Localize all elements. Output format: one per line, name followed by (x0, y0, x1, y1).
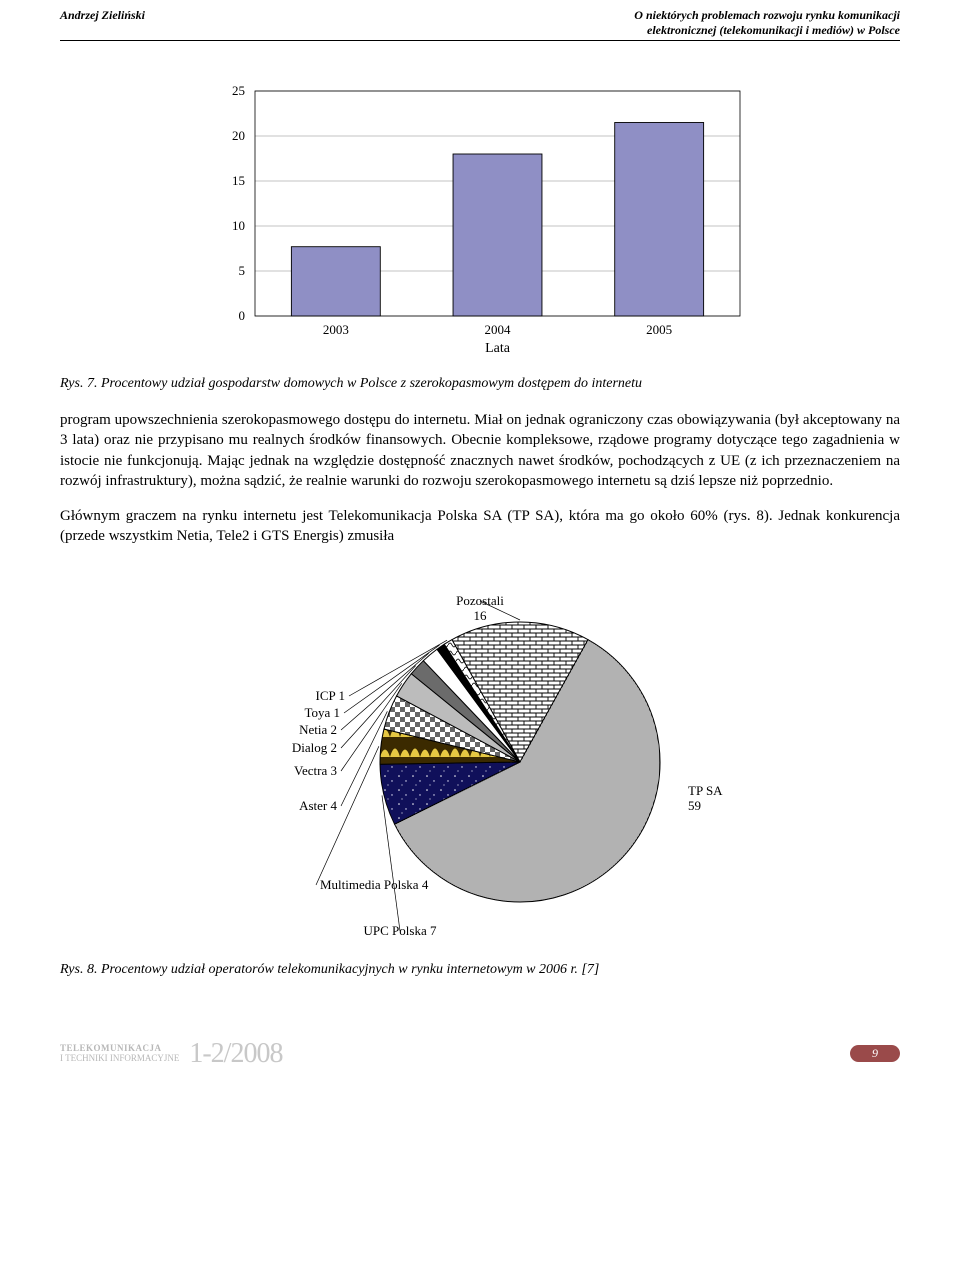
running-header: Andrzej Zieliński O niektórych problemac… (60, 0, 900, 41)
figure-7-label: Rys. 7. (60, 376, 97, 391)
figure-8-label: Rys. 8. (60, 962, 97, 977)
svg-text:Vectra 3: Vectra 3 (294, 763, 337, 778)
figure-7-caption: Rys. 7. Procentowy udział gospodarstw do… (60, 376, 900, 392)
svg-text:2004: 2004 (485, 322, 512, 337)
svg-text:16: 16 (474, 608, 488, 623)
header-title: O niektórych problemach rozwoju rynku ko… (634, 8, 900, 38)
svg-text:Netia 2: Netia 2 (299, 722, 337, 737)
svg-text:25: 25 (232, 83, 245, 98)
header-title-line1: O niektórych problemach rozwoju rynku ko… (634, 8, 900, 22)
svg-text:15: 15 (232, 173, 245, 188)
figure-7-text: Procentowy udział gospodarstw domowych w… (101, 376, 642, 391)
svg-text:TP SA: TP SA (688, 783, 723, 798)
figure-8-chart: Pozostali16 TP SA59 UPC Polska 7 Multimedia… (200, 577, 760, 952)
svg-text:Pozostali: Pozostali (456, 593, 504, 608)
svg-text:2003: 2003 (323, 322, 349, 337)
figure-8-text: Procentowy udział operatorów telekomunik… (101, 962, 599, 977)
svg-text:Dialog 2: Dialog 2 (292, 740, 337, 755)
body-paragraph-2: Głównym graczem na rynku internetu jest … (60, 506, 900, 547)
svg-text:UPC Polska 7: UPC Polska 7 (364, 923, 437, 938)
header-title-line2: elektronicznej (telekomunikacji i mediów… (647, 23, 900, 37)
svg-text:ICP 1: ICP 1 (316, 688, 346, 703)
svg-text:59: 59 (688, 798, 701, 813)
svg-text:Multimedia Polska 4: Multimedia Polska 4 (320, 877, 429, 892)
svg-text:Toya 1: Toya 1 (304, 705, 340, 720)
footer-left: TELEKOMUNIKACJA I TECHNIKI INFORMACYJNE … (60, 1038, 282, 1070)
svg-text:10: 10 (232, 218, 245, 233)
svg-text:0: 0 (239, 308, 246, 323)
svg-text:Aster 4: Aster 4 (299, 798, 337, 813)
journal-line-2: I TECHNIKI INFORMACYJNE (60, 1054, 179, 1064)
header-author: Andrzej Zieliński (60, 8, 145, 23)
bar-chart-svg: 0 5 10 15 20 25 2003 2004 2005 Lata (200, 81, 760, 361)
page-number: 9 (850, 1045, 900, 1062)
svg-text:2005: 2005 (646, 322, 672, 337)
figure-8-caption: Rys. 8. Procentowy udział operatorów tel… (60, 962, 900, 978)
body-paragraph-1: program upowszechnienia szerokopasmowego… (60, 410, 900, 491)
svg-text:5: 5 (239, 263, 246, 278)
figure-7-chart: 0 5 10 15 20 25 2003 2004 2005 Lata (200, 81, 760, 366)
journal-name: TELEKOMUNIKACJA I TECHNIKI INFORMACYJNE (60, 1044, 179, 1064)
page-footer: TELEKOMUNIKACJA I TECHNIKI INFORMACYJNE … (60, 1038, 900, 1070)
issue-number: 1-2/2008 (189, 1038, 282, 1070)
pie-chart-svg: Pozostali16 TP SA59 UPC Polska 7 Multimedia… (200, 577, 760, 947)
svg-text:20: 20 (232, 128, 245, 143)
svg-text:Lata: Lata (485, 341, 511, 356)
